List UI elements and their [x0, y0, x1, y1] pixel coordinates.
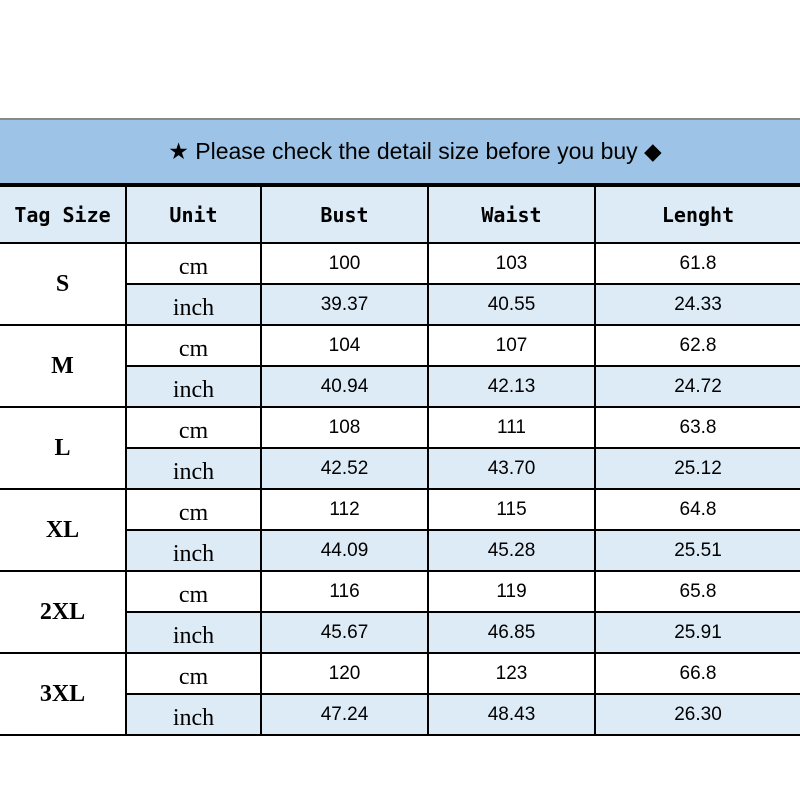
unit-cell: cm — [125, 242, 262, 285]
tag-size-cell: L — [0, 406, 127, 490]
length-cell: 62.8 — [594, 324, 800, 367]
table-row: inch 45.67 46.85 25.91 — [0, 611, 800, 654]
tag-size-cell: 3XL — [0, 652, 127, 736]
unit-cell: inch — [126, 447, 262, 490]
unit-cell: cm — [125, 324, 262, 367]
table-row: inch 39.37 40.55 24.33 — [0, 283, 800, 326]
length-cell: 25.91 — [594, 611, 800, 654]
tag-size-cell: S — [0, 242, 127, 326]
unit-cell: cm — [125, 488, 262, 531]
size-notice-banner: ★ Please check the detail size before yo… — [0, 118, 800, 185]
header-unit: Unit — [125, 185, 262, 244]
table-row: inch 44.09 45.28 25.51 — [0, 529, 800, 572]
length-cell: 26.30 — [594, 693, 800, 736]
header-length: Lenght — [594, 185, 800, 244]
header-tag-size: Tag Size — [0, 185, 127, 244]
bust-cell: 112 — [260, 488, 429, 531]
unit-cell: inch — [126, 529, 262, 572]
header-row: Tag Size Unit Bust Waist Lenght — [0, 185, 800, 244]
bust-cell: 120 — [260, 652, 429, 695]
table-row: 3XL cm 120 123 66.8 — [0, 652, 800, 736]
header-bust: Bust — [260, 185, 429, 244]
waist-cell: 123 — [427, 652, 596, 695]
bust-cell: 47.24 — [260, 693, 429, 736]
table-row: 2XL cm 116 119 65.8 — [0, 570, 800, 654]
length-cell: 24.33 — [594, 283, 800, 326]
length-cell: 66.8 — [594, 652, 800, 695]
waist-cell: 111 — [427, 406, 596, 449]
unit-cell: inch — [126, 693, 262, 736]
length-cell: 25.12 — [594, 447, 800, 490]
table-row: inch 47.24 48.43 26.30 — [0, 693, 800, 736]
waist-cell: 48.43 — [427, 693, 596, 736]
bust-cell: 108 — [260, 406, 429, 449]
bust-cell: 44.09 — [260, 529, 429, 572]
waist-cell: 40.55 — [427, 283, 596, 326]
tag-size-cell: XL — [0, 488, 127, 572]
tag-size-cell: M — [0, 324, 127, 408]
table-row: inch 42.52 43.70 25.12 — [0, 447, 800, 490]
bust-cell: 100 — [260, 242, 429, 285]
unit-cell: inch — [126, 365, 262, 408]
unit-cell: cm — [125, 406, 262, 449]
length-cell: 65.8 — [594, 570, 800, 613]
waist-cell: 45.28 — [427, 529, 596, 572]
waist-cell: 107 — [427, 324, 596, 367]
length-cell: 61.8 — [594, 242, 800, 285]
length-cell: 25.51 — [594, 529, 800, 572]
bust-cell: 39.37 — [260, 283, 429, 326]
unit-cell: cm — [125, 570, 262, 613]
bust-cell: 40.94 — [260, 365, 429, 408]
length-cell: 24.72 — [594, 365, 800, 408]
table-row: inch 40.94 42.13 24.72 — [0, 365, 800, 408]
length-cell: 64.8 — [594, 488, 800, 531]
waist-cell: 103 — [427, 242, 596, 285]
bust-cell: 116 — [260, 570, 429, 613]
length-cell: 63.8 — [594, 406, 800, 449]
unit-cell: cm — [125, 652, 262, 695]
waist-cell: 42.13 — [427, 365, 596, 408]
header-waist: Waist — [427, 185, 596, 244]
waist-cell: 43.70 — [427, 447, 596, 490]
unit-cell: inch — [126, 283, 262, 326]
bust-cell: 45.67 — [260, 611, 429, 654]
waist-cell: 119 — [427, 570, 596, 613]
bust-cell: 104 — [260, 324, 429, 367]
tag-size-cell: 2XL — [0, 570, 127, 654]
table-row: XL cm 112 115 64.8 — [0, 488, 800, 572]
unit-cell: inch — [126, 611, 262, 654]
waist-cell: 46.85 — [427, 611, 596, 654]
bust-cell: 42.52 — [260, 447, 429, 490]
size-chart: ★ Please check the detail size before yo… — [0, 118, 800, 736]
waist-cell: 115 — [427, 488, 596, 531]
